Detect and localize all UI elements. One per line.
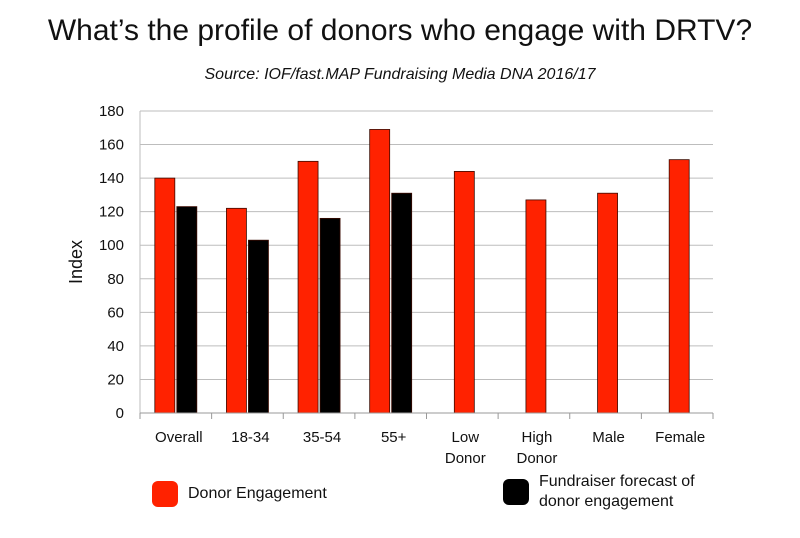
bar-fundraiser-forecast xyxy=(391,192,413,414)
legend-label-line1: Fundraiser forecast of xyxy=(539,473,695,490)
bar-fundraiser-forecast xyxy=(176,206,198,414)
bar-fundraiser-forecast xyxy=(319,217,341,414)
bar-donor-engagement xyxy=(154,177,176,414)
legend-swatch-red xyxy=(152,481,178,507)
x-tick-label: High xyxy=(522,429,553,446)
bar-donor-engagement xyxy=(668,159,690,414)
bar-donor-engagement xyxy=(453,170,475,414)
legend-item-donor-engagement: Donor Engagement xyxy=(152,481,327,507)
y-tick-label: 0 xyxy=(116,405,124,422)
x-tick-label: Overall xyxy=(155,429,203,446)
legend-label-line2: donor engagement xyxy=(539,493,674,510)
legend-label: Donor Engagement xyxy=(188,485,327,502)
bar-donor-engagement xyxy=(297,160,319,414)
bar-donor-engagement xyxy=(597,192,618,414)
y-tick-label: 180 xyxy=(99,103,124,120)
x-tick-label: 18-34 xyxy=(231,429,269,446)
bar-fundraiser-forecast xyxy=(248,239,269,414)
bar-donor-engagement xyxy=(369,129,391,414)
x-tick-label: Low xyxy=(452,429,480,446)
legend-swatch-black xyxy=(503,479,529,505)
y-tick-label: 140 xyxy=(99,170,124,187)
y-tick-label: 160 xyxy=(99,137,124,154)
x-tick-label: Female xyxy=(655,429,705,446)
x-tick-label: Donor xyxy=(445,450,486,467)
bar-donor-engagement xyxy=(525,199,547,414)
x-tick-label: Male xyxy=(592,429,625,446)
y-tick-label: 80 xyxy=(107,271,124,288)
y-tick-label: 120 xyxy=(99,204,124,221)
chart-title: What’s the profile of donors who engage … xyxy=(47,14,753,47)
y-tick-label: 100 xyxy=(99,237,124,254)
x-tick-label: 55+ xyxy=(381,429,407,446)
x-tick-label: 35-54 xyxy=(303,429,341,446)
y-tick-label: 20 xyxy=(107,371,124,388)
bar-donor-engagement xyxy=(226,207,247,414)
x-tick-label: Donor xyxy=(517,450,558,467)
y-tick-label: 60 xyxy=(107,304,124,321)
legend-item-fundraiser-forecast: Fundraiser forecast of donor engagement xyxy=(503,472,695,512)
chart-subtitle: Source: IOF/fast.MAP Fundraising Media D… xyxy=(204,66,596,83)
y-axis-title: Index xyxy=(66,240,86,284)
y-tick-label: 40 xyxy=(107,338,124,355)
